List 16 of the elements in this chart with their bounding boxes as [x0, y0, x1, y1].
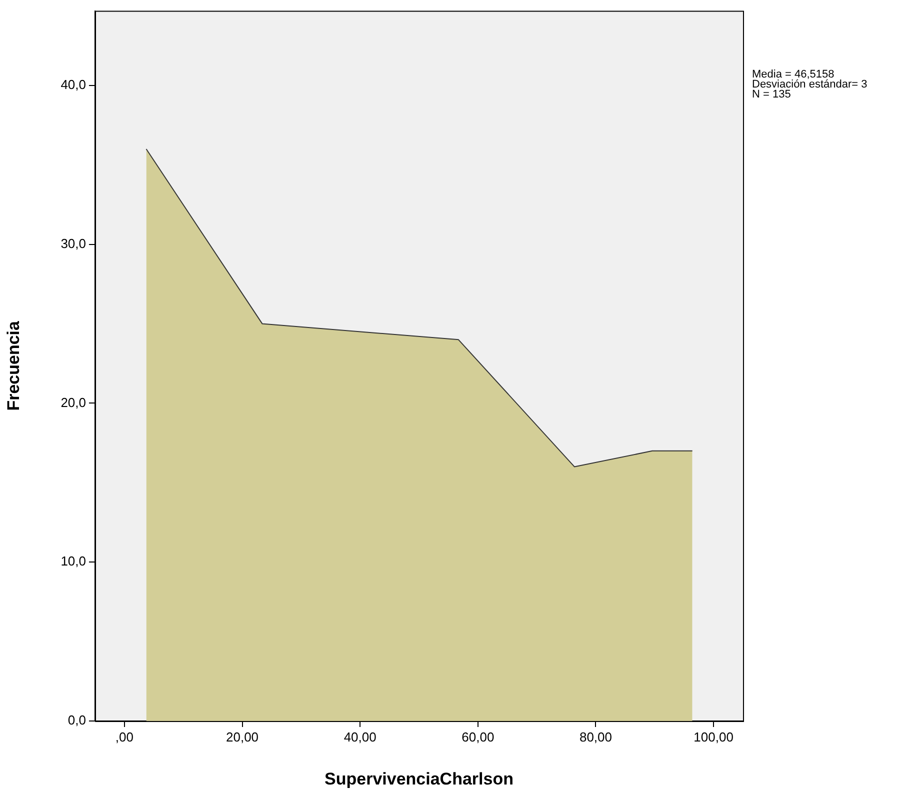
x-tick-label: 60,00: [462, 729, 494, 744]
text: Desviación estándar= 3: [752, 78, 868, 90]
y-tick-label: 30,0: [60, 236, 86, 251]
y-axis-title: Frecuencia: [4, 320, 23, 411]
text: Media = 46,5158: [752, 68, 834, 80]
x-tick-label: 40,00: [344, 729, 376, 744]
x-tick-label: 100,00: [694, 729, 734, 744]
x-axis-title: SupervivenciaCharlson: [324, 769, 514, 788]
y-tick-label: 20,0: [60, 394, 86, 410]
x-tick-label: 20,00: [226, 729, 259, 744]
x-tick-label: ,00: [115, 729, 134, 744]
y-tick-label: 40,0: [60, 77, 86, 92]
y-tick-label: 0,0: [68, 712, 86, 728]
x-tick-label: 80,00: [579, 729, 612, 744]
y-tick-label: 10,0: [60, 554, 86, 569]
text: N = 135: [752, 88, 791, 100]
